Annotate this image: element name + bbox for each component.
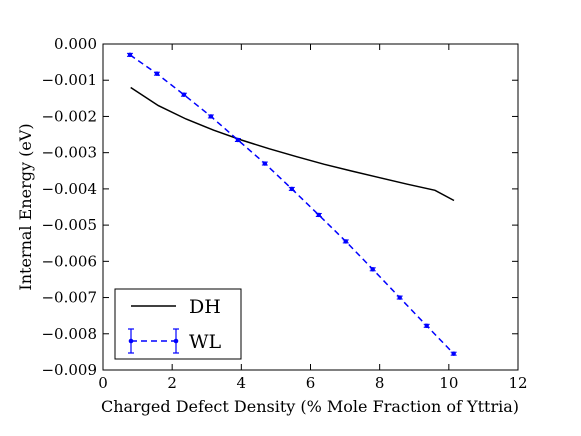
y-tick-label: −0.001 — [41, 71, 97, 89]
y-tick-label: −0.002 — [41, 107, 97, 125]
data-point-wl — [208, 114, 214, 119]
x-tick-label: 2 — [167, 374, 177, 392]
legend-label-dh: DH — [189, 296, 221, 318]
y-tick-label: −0.005 — [41, 216, 97, 234]
legend-label-wl: WL — [189, 331, 222, 353]
data-point-wl — [127, 52, 133, 58]
axis-ticks: 0 2 4 6 8 10 12 0.000 −0.001 −0.002 −0.003 −0.004 −0… — [41, 35, 527, 392]
y-tick-label: −0.008 — [41, 325, 97, 343]
data-point-wl — [262, 161, 268, 166]
y-tick-label: −0.009 — [41, 361, 97, 379]
x-tick-label: 10 — [439, 374, 458, 392]
data-point-wl — [451, 351, 456, 356]
x-tick-label: 8 — [375, 374, 385, 392]
y-tick-label: −0.007 — [41, 289, 97, 307]
x-tick-label: 0 — [98, 374, 108, 392]
y-axis-title: Internal Energy (eV) — [16, 123, 35, 290]
data-point-wl — [289, 186, 295, 192]
legend-marker-wl-1 — [128, 338, 134, 344]
series-line-dh — [130, 86, 455, 202]
data-point-wl — [235, 137, 241, 143]
data-point-wl — [370, 267, 375, 272]
x-tick-label: 6 — [306, 374, 316, 392]
y-tick-label: −0.004 — [41, 180, 97, 198]
x-axis-title: Charged Defect Density (% Mole Fraction … — [101, 397, 519, 416]
data-point-wl — [397, 295, 402, 300]
x-tick-label: 4 — [237, 374, 247, 392]
data-point-wl — [343, 239, 348, 244]
series-layer — [126, 52, 457, 356]
legend-box — [114, 288, 242, 360]
y-tick-label: −0.006 — [41, 252, 97, 270]
data-point-wl — [316, 212, 321, 218]
legend: DH WL — [114, 288, 242, 360]
y-tick-label: 0.000 — [54, 35, 97, 53]
data-point-wl — [181, 92, 187, 97]
x-tick-label: 12 — [508, 374, 527, 392]
legend-marker-wl-2 — [173, 338, 179, 344]
y-tick-label: −0.003 — [41, 144, 97, 162]
data-point-wl — [154, 71, 160, 76]
data-point-wl — [424, 323, 429, 329]
